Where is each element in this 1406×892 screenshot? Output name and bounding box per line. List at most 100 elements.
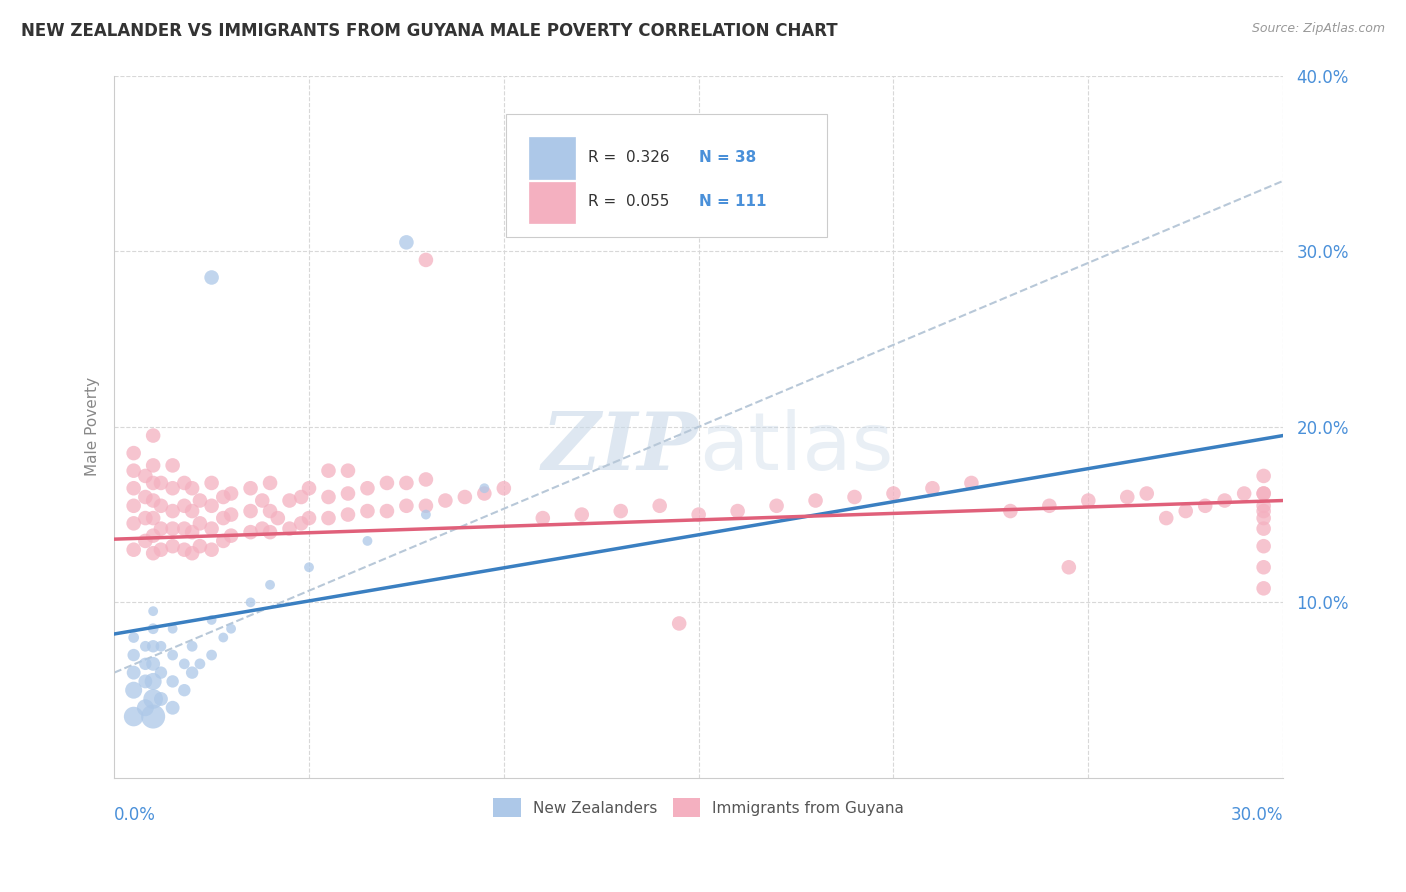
- Point: [142, 546, 165, 560]
- Point: [1253, 486, 1275, 500]
- Point: [149, 499, 172, 513]
- Point: [181, 665, 204, 680]
- Point: [149, 640, 172, 654]
- Point: [142, 529, 165, 543]
- Point: [259, 525, 281, 540]
- Point: [472, 481, 495, 495]
- Point: [212, 511, 235, 525]
- Point: [668, 616, 690, 631]
- Point: [134, 700, 156, 714]
- Point: [882, 486, 904, 500]
- Point: [844, 490, 866, 504]
- Point: [200, 522, 222, 536]
- Text: atlas: atlas: [699, 409, 893, 487]
- Point: [134, 490, 156, 504]
- Point: [181, 525, 204, 540]
- Text: 0.0%: 0.0%: [114, 806, 156, 824]
- Point: [200, 270, 222, 285]
- Point: [162, 622, 184, 636]
- Text: ZIP: ZIP: [541, 409, 699, 487]
- Point: [219, 508, 242, 522]
- Point: [181, 640, 204, 654]
- Point: [1253, 539, 1275, 553]
- Point: [1253, 469, 1275, 483]
- Point: [1253, 560, 1275, 574]
- Point: [298, 481, 321, 495]
- Point: [1253, 486, 1275, 500]
- Text: N = 111: N = 111: [699, 194, 766, 210]
- Point: [122, 631, 145, 645]
- Point: [134, 533, 156, 548]
- Point: [162, 648, 184, 662]
- Point: [162, 674, 184, 689]
- Point: [727, 504, 749, 518]
- Point: [921, 481, 943, 495]
- Point: [188, 493, 211, 508]
- Point: [149, 542, 172, 557]
- Point: [1253, 522, 1275, 536]
- Point: [173, 657, 195, 671]
- Point: [472, 486, 495, 500]
- Point: [219, 486, 242, 500]
- Point: [278, 522, 301, 536]
- Point: [375, 504, 398, 518]
- Point: [134, 674, 156, 689]
- Point: [395, 475, 418, 490]
- Point: [259, 578, 281, 592]
- Point: [1154, 511, 1177, 525]
- Point: [804, 493, 827, 508]
- Point: [142, 475, 165, 490]
- Point: [415, 508, 437, 522]
- Point: [142, 604, 165, 618]
- Point: [356, 533, 378, 548]
- Point: [219, 529, 242, 543]
- Point: [200, 648, 222, 662]
- Point: [142, 709, 165, 723]
- Point: [122, 648, 145, 662]
- Point: [162, 481, 184, 495]
- Point: [134, 640, 156, 654]
- Point: [415, 472, 437, 486]
- Point: [318, 511, 340, 525]
- Point: [200, 475, 222, 490]
- Point: [173, 475, 195, 490]
- Point: [531, 511, 554, 525]
- Point: [134, 657, 156, 671]
- Point: [395, 499, 418, 513]
- Point: [298, 560, 321, 574]
- Point: [415, 252, 437, 267]
- Point: [239, 525, 262, 540]
- Point: [142, 493, 165, 508]
- Point: [142, 657, 165, 671]
- Point: [1253, 582, 1275, 596]
- Point: [219, 622, 242, 636]
- Point: [173, 542, 195, 557]
- Point: [1233, 486, 1256, 500]
- Point: [252, 522, 274, 536]
- Point: [122, 683, 145, 698]
- Point: [200, 542, 222, 557]
- Point: [1213, 493, 1236, 508]
- Point: [1057, 560, 1080, 574]
- Text: R =  0.326: R = 0.326: [588, 150, 669, 165]
- Point: [434, 493, 457, 508]
- Point: [122, 481, 145, 495]
- Point: [142, 458, 165, 473]
- Point: [162, 504, 184, 518]
- Point: [142, 692, 165, 706]
- Text: R =  0.055: R = 0.055: [588, 194, 669, 210]
- Point: [239, 595, 262, 609]
- Point: [454, 490, 477, 504]
- Point: [149, 522, 172, 536]
- Point: [122, 516, 145, 531]
- Point: [395, 235, 418, 250]
- Point: [188, 657, 211, 671]
- Point: [162, 458, 184, 473]
- Point: [239, 481, 262, 495]
- Point: [1194, 499, 1216, 513]
- Point: [181, 546, 204, 560]
- Text: Source: ZipAtlas.com: Source: ZipAtlas.com: [1251, 22, 1385, 36]
- Point: [375, 475, 398, 490]
- FancyBboxPatch shape: [506, 114, 827, 237]
- Point: [267, 511, 290, 525]
